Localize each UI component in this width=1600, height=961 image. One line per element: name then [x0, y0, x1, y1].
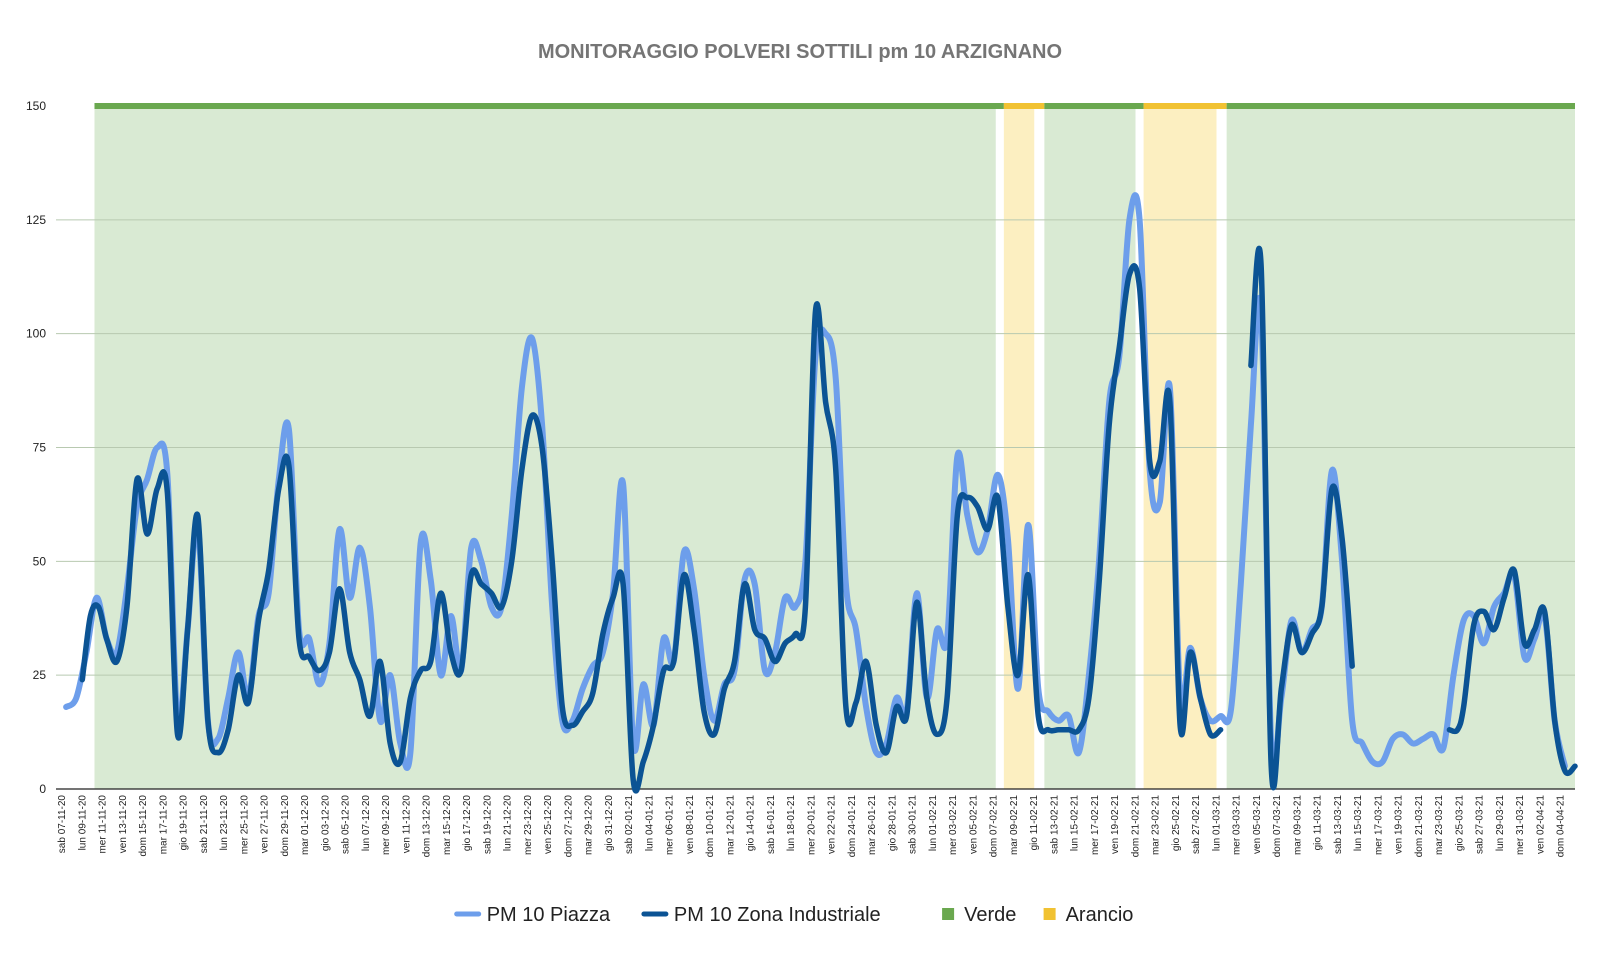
x-tick-label: lun 29-03-21 [1495, 795, 1506, 852]
x-tick-label: ven 25-12-20 [543, 795, 554, 854]
x-tick-label: ven 27-11-20 [260, 795, 271, 854]
legend-label: PM 10 Zona Industriale [674, 904, 881, 926]
data-series [63, 192, 1578, 794]
y-tick-label: 150 [26, 99, 46, 113]
x-tick-label: ven 19-03-21 [1394, 795, 1405, 854]
x-tick-label: mer 25-11-20 [239, 795, 250, 855]
x-tick-label: mer 03-03-21 [1232, 795, 1243, 855]
x-tick-label: mar 09-03-21 [1293, 795, 1304, 855]
x-tick-label: ven 11-12-20 [401, 795, 412, 854]
x-tick-label: ven 19-02-21 [1110, 795, 1121, 854]
x-tick-label: lun 15-03-21 [1353, 795, 1364, 852]
x-tick-label: ven 22-01-21 [827, 795, 838, 854]
y-tick-label: 100 [26, 327, 46, 341]
legend-swatch [1043, 908, 1056, 920]
x-tick-label: mer 03-02-21 [948, 795, 959, 855]
x-tick-label: dom 07-03-21 [1272, 795, 1283, 858]
x-tick-label: ven 05-03-21 [1252, 795, 1263, 854]
x-tick-label: mer 23-12-20 [523, 795, 534, 855]
x-tick-label: dom 13-12-20 [422, 795, 433, 858]
x-tick-label: dom 07-02-21 [989, 795, 1000, 858]
x-tick-label: lun 07-12-20 [361, 795, 372, 852]
x-tick-label: gio 31-12-20 [604, 795, 615, 852]
y-tick-label: 125 [26, 213, 46, 227]
legend: PM 10 Piazza PM 10 Zona Industriale Verde A… [454, 904, 1134, 926]
x-tick-label: dom 21-03-21 [1414, 795, 1425, 858]
x-tick-label: dom 29-11-20 [280, 795, 291, 857]
x-tick-label: dom 24-01-21 [847, 795, 858, 858]
x-tick-label: lun 15-02-21 [1070, 795, 1081, 852]
legend-label: Verde [964, 904, 1016, 926]
x-tick-label: gio 11-02-21 [1029, 795, 1040, 851]
series-line-zona-industriale-2 [1446, 566, 1578, 777]
x-tick-label: mer 11-11-20 [98, 795, 109, 854]
x-tick-label: dom 27-12-20 [563, 795, 574, 858]
series-line-zona-industriale-0 [79, 263, 1224, 794]
x-tick-label: sab 30-01-21 [908, 795, 919, 854]
x-tick-label: dom 04-04-21 [1556, 795, 1567, 858]
x-tick-label: mar 23-03-21 [1434, 795, 1445, 855]
x-tick-label: ven 05-02-21 [968, 795, 979, 854]
y-tick-label: 50 [33, 554, 47, 568]
gridlines [56, 219, 1575, 676]
x-tick-label: sab 05-12-20 [341, 795, 352, 854]
x-tick-label: lun 21-12-20 [503, 795, 514, 852]
y-tick-label: 25 [33, 668, 47, 682]
x-tick-label: lun 01-03-21 [1211, 795, 1222, 852]
chart-title: MONITORAGGIO POLVERI SOTTILI pm 10 ARZIG… [538, 41, 1062, 63]
series-line-zona-industriale-1 [1248, 245, 1355, 791]
legend-swatch [942, 908, 955, 920]
y-tick-label: 0 [39, 782, 46, 796]
x-tick-label: dom 21-02-21 [1130, 795, 1141, 858]
x-tick-label: mer 06-01-21 [665, 795, 676, 855]
x-tick-label: mar 01-12-20 [300, 795, 311, 855]
y-tick-label: 75 [33, 441, 47, 455]
x-tick-label: mer 09-12-20 [381, 795, 392, 855]
x-tick-label: gio 14-01-21 [746, 795, 757, 852]
x-tick-label: sab 07-11-20 [57, 795, 68, 854]
x-tick-label: mar 23-02-21 [1151, 795, 1162, 855]
x-tick-label: gio 17-12-20 [462, 795, 473, 852]
x-tick-label: sab 19-12-20 [482, 795, 493, 854]
x-tick-label: mer 17-02-21 [1090, 795, 1101, 855]
x-tick-label: ven 02-04-21 [1536, 795, 1547, 854]
x-tick-label: mar 17-11-20 [158, 795, 169, 855]
x-tick-label: mar 29-12-20 [584, 795, 595, 855]
x-tick-label: mar 15-12-20 [442, 795, 453, 855]
x-tick-label: sab 16-01-21 [766, 795, 777, 854]
x-tick-label: sab 02-01-21 [624, 795, 635, 854]
x-tick-label: mer 31-03-21 [1515, 795, 1526, 855]
legend-label: Arancio [1066, 904, 1134, 926]
x-tick-label: gio 19-11-20 [179, 795, 190, 851]
x-tick-label: mar 26-01-21 [867, 795, 878, 855]
y-axis: 0 25 50 75 100 125 150 [26, 99, 1575, 796]
x-tick-label: lun 04-01-21 [644, 795, 655, 852]
x-tick-label: sab 13-03-21 [1333, 795, 1344, 854]
x-tick-label: lun 09-11-20 [77, 795, 88, 851]
x-tick-label: mer 20-01-21 [806, 795, 817, 855]
x-tick-label: ven 13-11-20 [118, 795, 129, 854]
x-tick-label: gio 03-12-20 [320, 795, 331, 852]
x-tick-label: mar 12-01-21 [725, 795, 736, 855]
x-tick-label: lun 23-11-20 [219, 795, 230, 851]
x-tick-label: dom 15-11-20 [138, 795, 149, 857]
x-tick-label: sab 21-11-20 [199, 795, 210, 854]
x-tick-label: mar 09-02-21 [1009, 795, 1020, 855]
x-tick-label: gio 28-01-21 [887, 795, 898, 852]
x-tick-label: ven 08-01-21 [685, 795, 696, 854]
x-tick-label: sab 27-02-21 [1191, 795, 1202, 854]
x-tick-label: sab 13-02-21 [1049, 795, 1060, 854]
x-tick-label: dom 10-01-21 [705, 795, 716, 858]
x-tick-label: lun 18-01-21 [786, 795, 797, 852]
x-tick-label: gio 11-03-21 [1313, 795, 1324, 851]
x-tick-label: gio 25-03-21 [1455, 795, 1466, 852]
x-tick-label: lun 01-02-21 [928, 795, 939, 852]
x-axis: sab 07-11-20 lun 09-11-20 mer 11-11-20 ven … [57, 795, 1567, 858]
x-tick-label: mer 17-03-21 [1374, 795, 1385, 855]
x-tick-label: sab 27-03-21 [1475, 795, 1486, 854]
legend-label: PM 10 Piazza [487, 904, 611, 926]
x-tick-label: gio 25-02-21 [1171, 795, 1182, 852]
